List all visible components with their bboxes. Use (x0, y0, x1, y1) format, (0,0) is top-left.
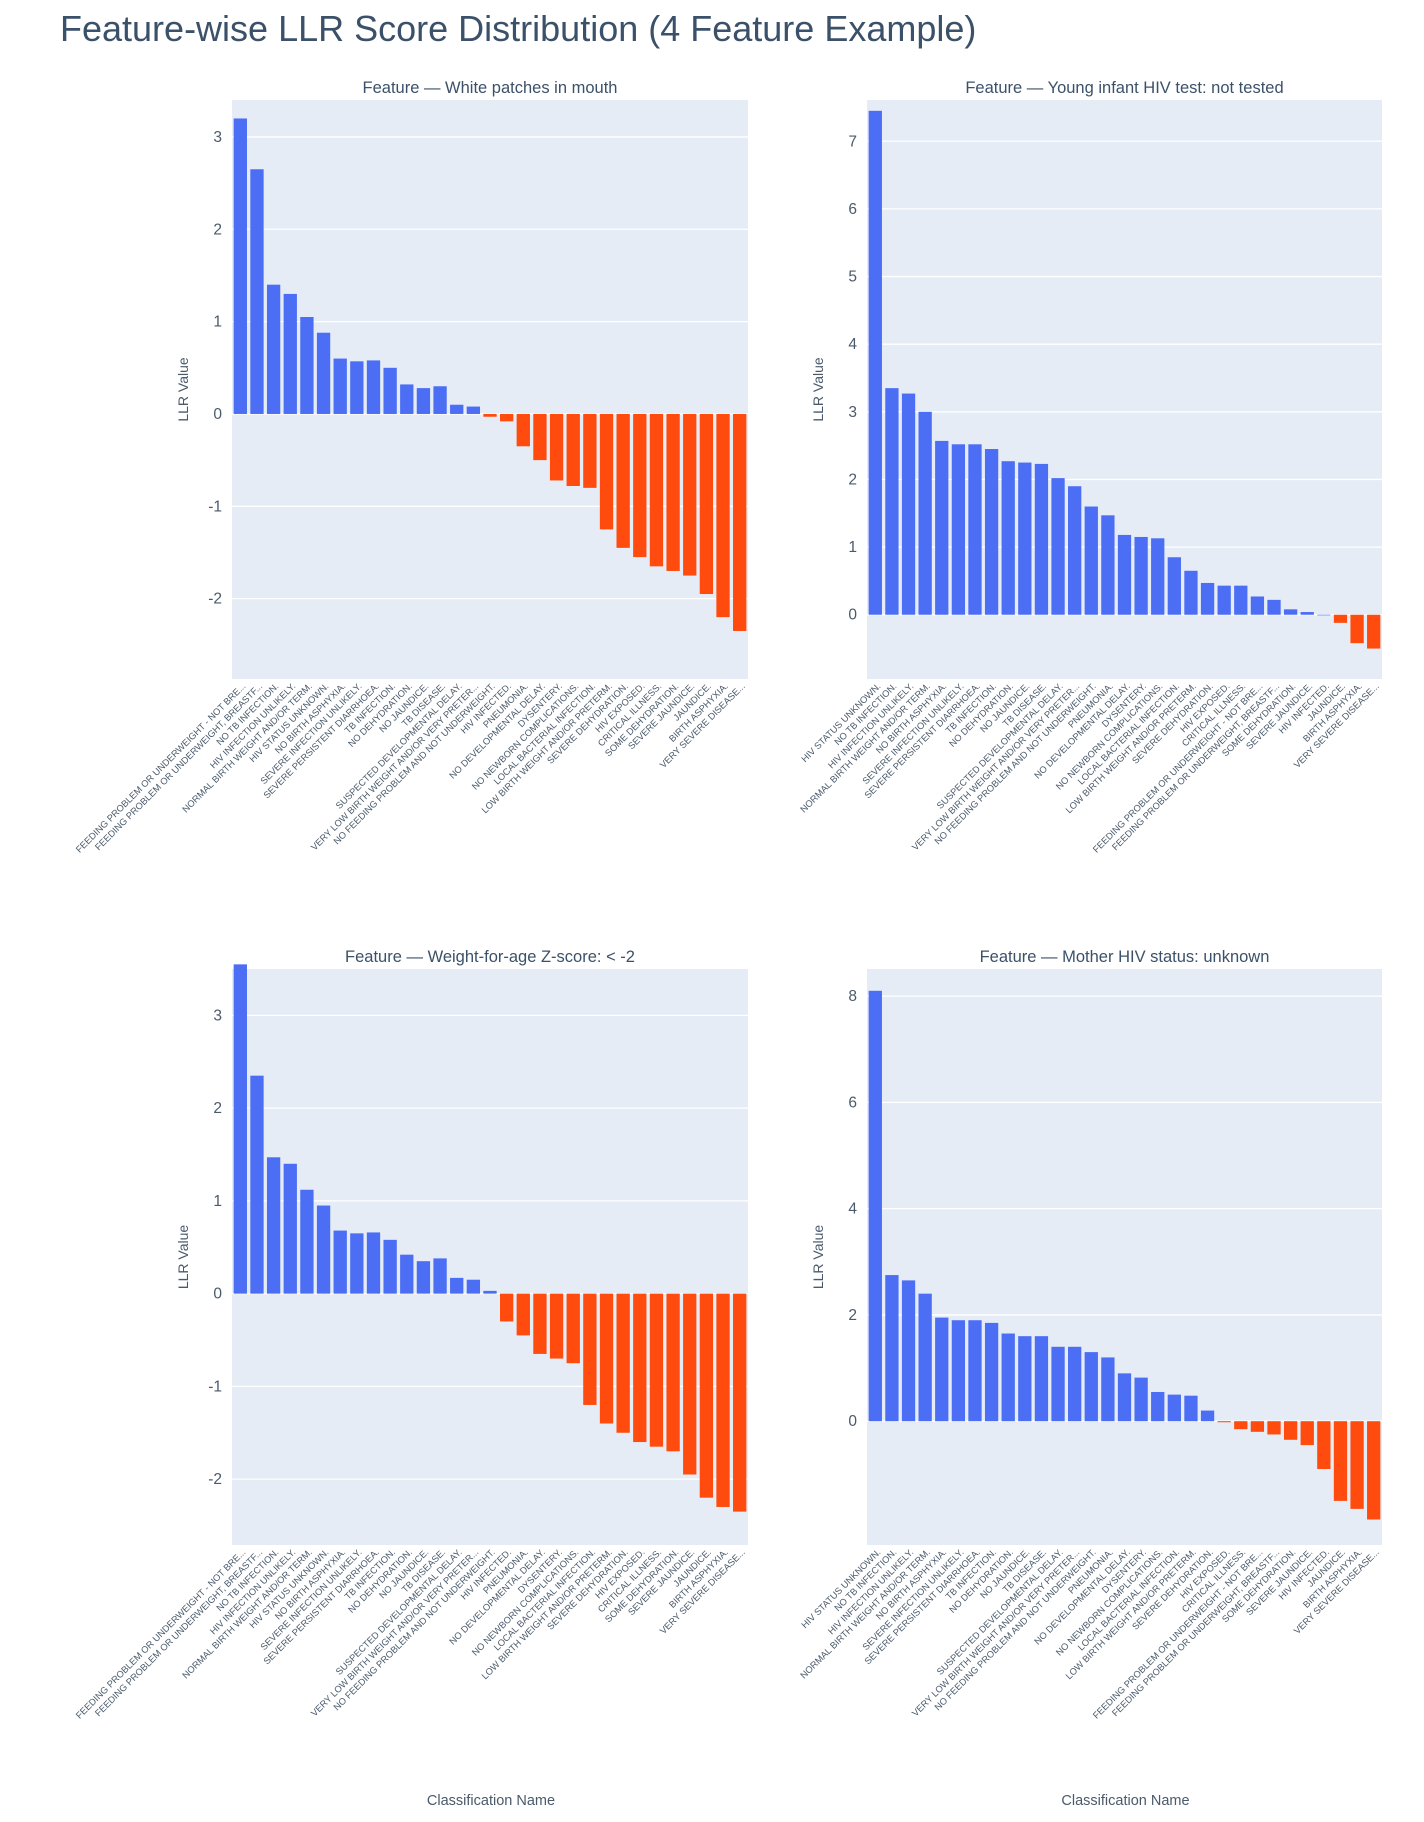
svg-text:0: 0 (213, 1286, 222, 1303)
svg-text:3: 3 (848, 404, 857, 421)
svg-text:1: 1 (213, 1193, 222, 1210)
svg-text:2: 2 (848, 471, 857, 488)
svg-text:5: 5 (848, 269, 857, 286)
svg-text:0: 0 (213, 406, 222, 423)
svg-text:2: 2 (213, 221, 222, 238)
svg-text:3: 3 (213, 1007, 222, 1024)
svg-text:-2: -2 (208, 591, 222, 608)
svg-text:0: 0 (848, 607, 857, 624)
svg-text:LLR Value: LLR Value (810, 1225, 826, 1290)
svg-text:2: 2 (213, 1100, 222, 1117)
svg-text:-1: -1 (208, 1378, 222, 1395)
svg-text:LLR Value: LLR Value (175, 1225, 191, 1290)
svg-text:4: 4 (848, 1201, 857, 1218)
svg-text:0: 0 (848, 1413, 857, 1430)
svg-text:1: 1 (848, 539, 857, 556)
svg-text:8: 8 (848, 988, 857, 1005)
svg-text:2: 2 (848, 1307, 857, 1324)
svg-text:6: 6 (848, 201, 857, 218)
svg-text:-1: -1 (208, 498, 222, 515)
svg-text:1: 1 (213, 314, 222, 331)
svg-text:7: 7 (848, 133, 857, 150)
svg-text:-2: -2 (208, 1471, 222, 1488)
svg-text:LLR Value: LLR Value (810, 357, 826, 422)
svg-text:LLR Value: LLR Value (175, 357, 191, 422)
svg-text:3: 3 (213, 129, 222, 146)
svg-text:4: 4 (848, 336, 857, 353)
svg-text:6: 6 (848, 1094, 857, 1111)
